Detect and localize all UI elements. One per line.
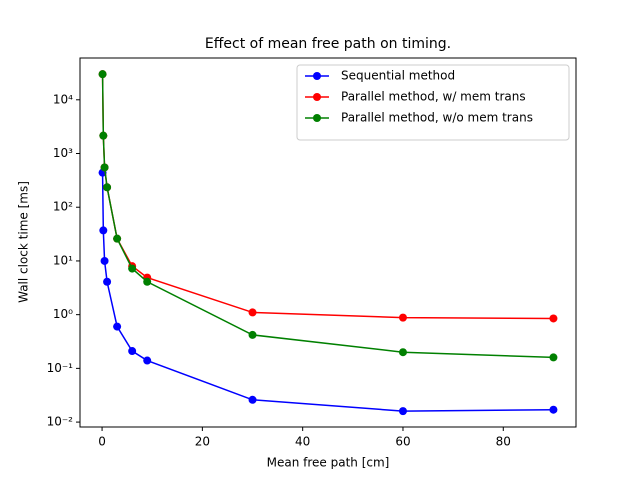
x-tick-label: 80 xyxy=(496,435,511,449)
point xyxy=(103,183,112,192)
point xyxy=(143,277,152,286)
y-tick-label: 10³ xyxy=(53,146,73,160)
point xyxy=(248,308,257,317)
point xyxy=(398,407,407,416)
y-tick-label: 10⁴ xyxy=(53,92,73,106)
point xyxy=(99,226,108,235)
x-tick-label: 60 xyxy=(395,435,410,449)
point xyxy=(100,163,109,172)
chart-title: Effect of mean free path on timing. xyxy=(205,36,451,52)
y-tick-label: 10² xyxy=(53,200,73,214)
point xyxy=(398,348,407,357)
point xyxy=(113,234,122,243)
y-tick-label: 10¹ xyxy=(53,253,73,267)
point xyxy=(128,347,137,356)
x-tick-label: 40 xyxy=(295,435,310,449)
y-tick-label: 10⁰ xyxy=(53,307,73,321)
axes-frame xyxy=(79,57,577,428)
point xyxy=(549,353,558,362)
legend-label: Parallel method, w/ mem trans xyxy=(341,90,526,104)
legend-marker xyxy=(313,93,321,101)
point xyxy=(103,277,112,286)
point xyxy=(100,256,109,265)
x-axis-label: Mean free path [cm] xyxy=(267,456,390,470)
legend-box xyxy=(296,64,570,141)
legend-marker xyxy=(313,114,321,122)
series-line xyxy=(101,172,554,412)
x-tick-label: 0 xyxy=(98,435,106,449)
point xyxy=(99,131,108,140)
point xyxy=(113,322,122,331)
y-tick-label: 10⁻¹ xyxy=(47,361,74,375)
y-tick-label: 10⁻² xyxy=(47,415,74,429)
point xyxy=(248,395,257,404)
point xyxy=(98,70,107,79)
x-tick-label: 20 xyxy=(195,435,210,449)
point xyxy=(248,330,257,339)
legend-label: Parallel method, w/o mem trans xyxy=(341,111,533,125)
point xyxy=(549,314,558,323)
point xyxy=(128,264,137,273)
point xyxy=(143,356,152,365)
legend-label: Sequential method xyxy=(341,69,455,83)
series-line xyxy=(101,74,554,359)
point xyxy=(549,405,558,414)
point xyxy=(398,313,407,322)
legend-marker xyxy=(313,72,321,80)
y-axis-label: Wall clock time [ms] xyxy=(17,181,31,303)
